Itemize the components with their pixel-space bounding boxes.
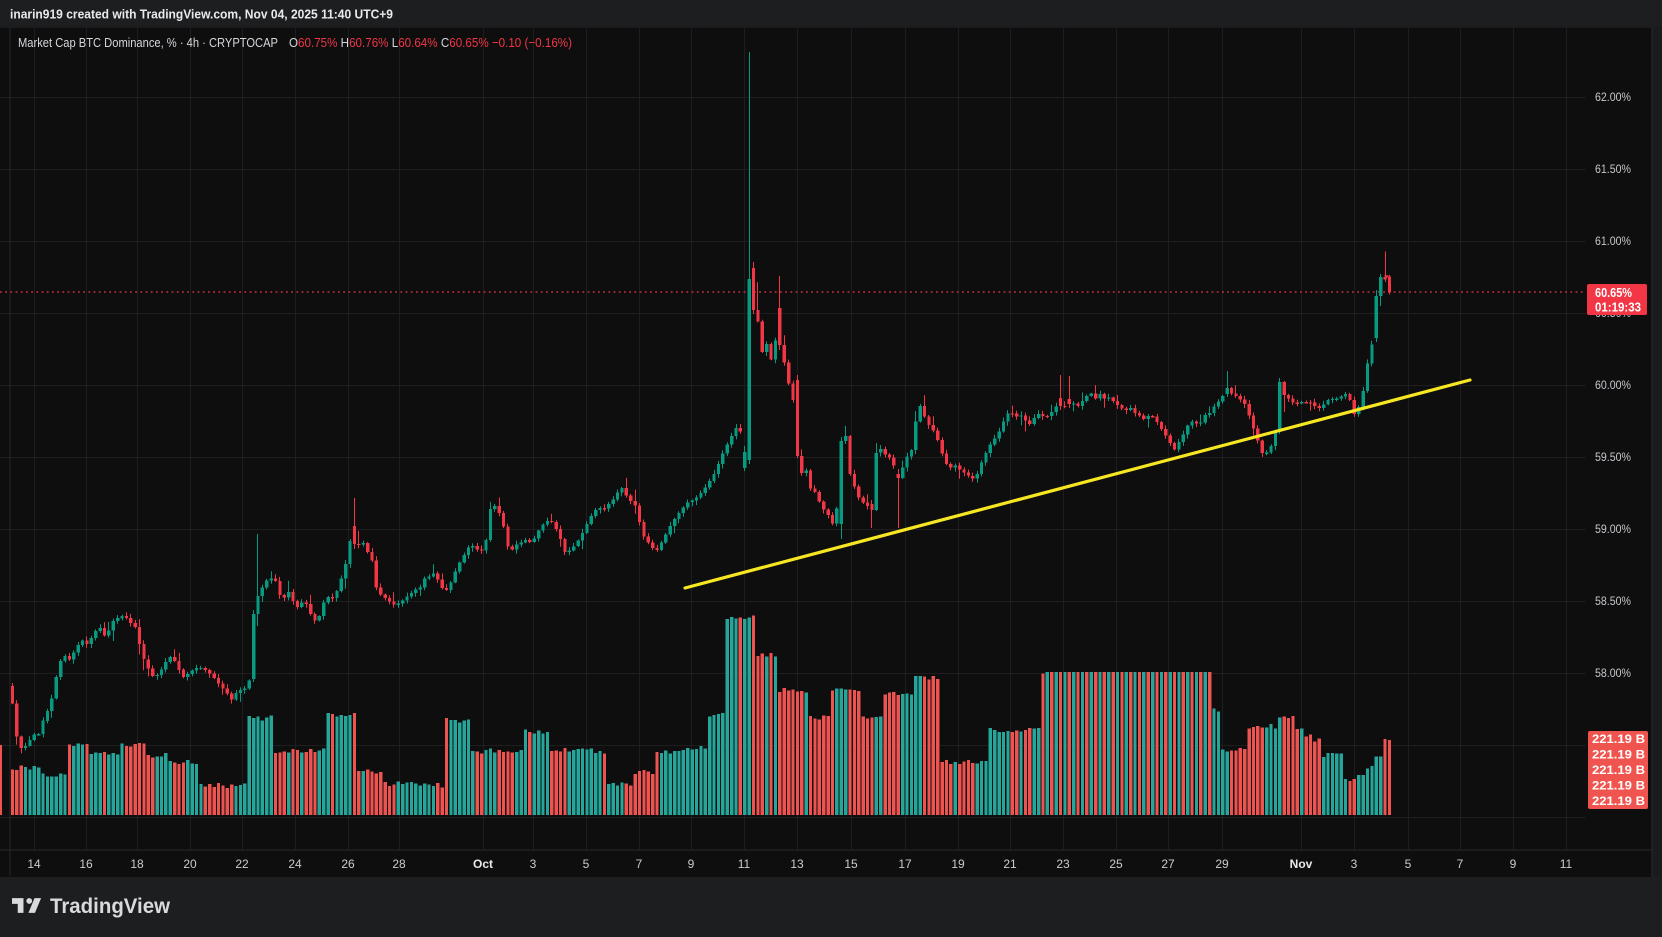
svg-text:24: 24 (288, 857, 302, 871)
svg-text:20: 20 (183, 857, 197, 871)
svg-text:13: 13 (790, 857, 804, 871)
svg-text:TradingView: TradingView (50, 894, 170, 918)
svg-text:28: 28 (392, 857, 406, 871)
svg-text:3: 3 (530, 857, 537, 871)
svg-text:5: 5 (1405, 857, 1412, 871)
svg-text:9: 9 (688, 857, 695, 871)
svg-text:21: 21 (1003, 857, 1017, 871)
svg-text:3: 3 (1351, 857, 1358, 871)
svg-text:23: 23 (1056, 857, 1070, 871)
svg-text:17: 17 (898, 857, 912, 871)
svg-text:221.19 B: 221.19 B (1592, 794, 1645, 808)
svg-text:221.19 B: 221.19 B (1592, 747, 1645, 761)
svg-text:61.00%: 61.00% (1595, 234, 1631, 248)
svg-text:16: 16 (79, 857, 93, 871)
svg-text:Nov: Nov (1290, 857, 1313, 871)
svg-text:15: 15 (844, 857, 858, 871)
svg-text:221.19 B: 221.19 B (1592, 779, 1645, 793)
svg-text:27: 27 (1161, 857, 1175, 871)
svg-text:58.50%: 58.50% (1595, 594, 1631, 608)
svg-text:26: 26 (341, 857, 355, 871)
svg-text:61.50%: 61.50% (1595, 162, 1631, 176)
svg-text:221.19 B: 221.19 B (1592, 763, 1645, 777)
svg-text:60.00%: 60.00% (1595, 378, 1631, 392)
svg-text:O60.75% H60.76% L60.64% C60.65: O60.75% H60.76% L60.64% C60.65% −0.10 (−… (289, 35, 572, 50)
svg-text:inarin919 created with Trading: inarin919 created with TradingView.com, … (10, 7, 393, 22)
svg-text:19: 19 (951, 857, 965, 871)
svg-text:Market Cap BTC Dominance, % ·: Market Cap BTC Dominance, % · 4h · CRYPT… (18, 35, 278, 50)
svg-text:58.00%: 58.00% (1595, 666, 1631, 680)
svg-text:11: 11 (1560, 857, 1573, 871)
svg-text:221.19 B: 221.19 B (1592, 732, 1645, 746)
svg-text:01:19:33: 01:19:33 (1595, 301, 1641, 315)
svg-text:Oct: Oct (473, 857, 493, 871)
svg-text:59.00%: 59.00% (1595, 522, 1631, 536)
svg-text:59.50%: 59.50% (1595, 450, 1631, 464)
svg-text:29: 29 (1215, 857, 1229, 871)
svg-text:11: 11 (738, 857, 751, 871)
svg-text:60.65%: 60.65% (1595, 286, 1632, 300)
svg-text:62.00%: 62.00% (1595, 90, 1631, 104)
svg-text:9: 9 (1510, 857, 1517, 871)
svg-text:18: 18 (130, 857, 144, 871)
svg-text:5: 5 (583, 857, 590, 871)
svg-text:7: 7 (636, 857, 643, 871)
svg-text:22: 22 (235, 857, 249, 871)
svg-text:14: 14 (27, 857, 41, 871)
svg-text:7: 7 (1457, 857, 1464, 871)
svg-text:25: 25 (1109, 857, 1123, 871)
